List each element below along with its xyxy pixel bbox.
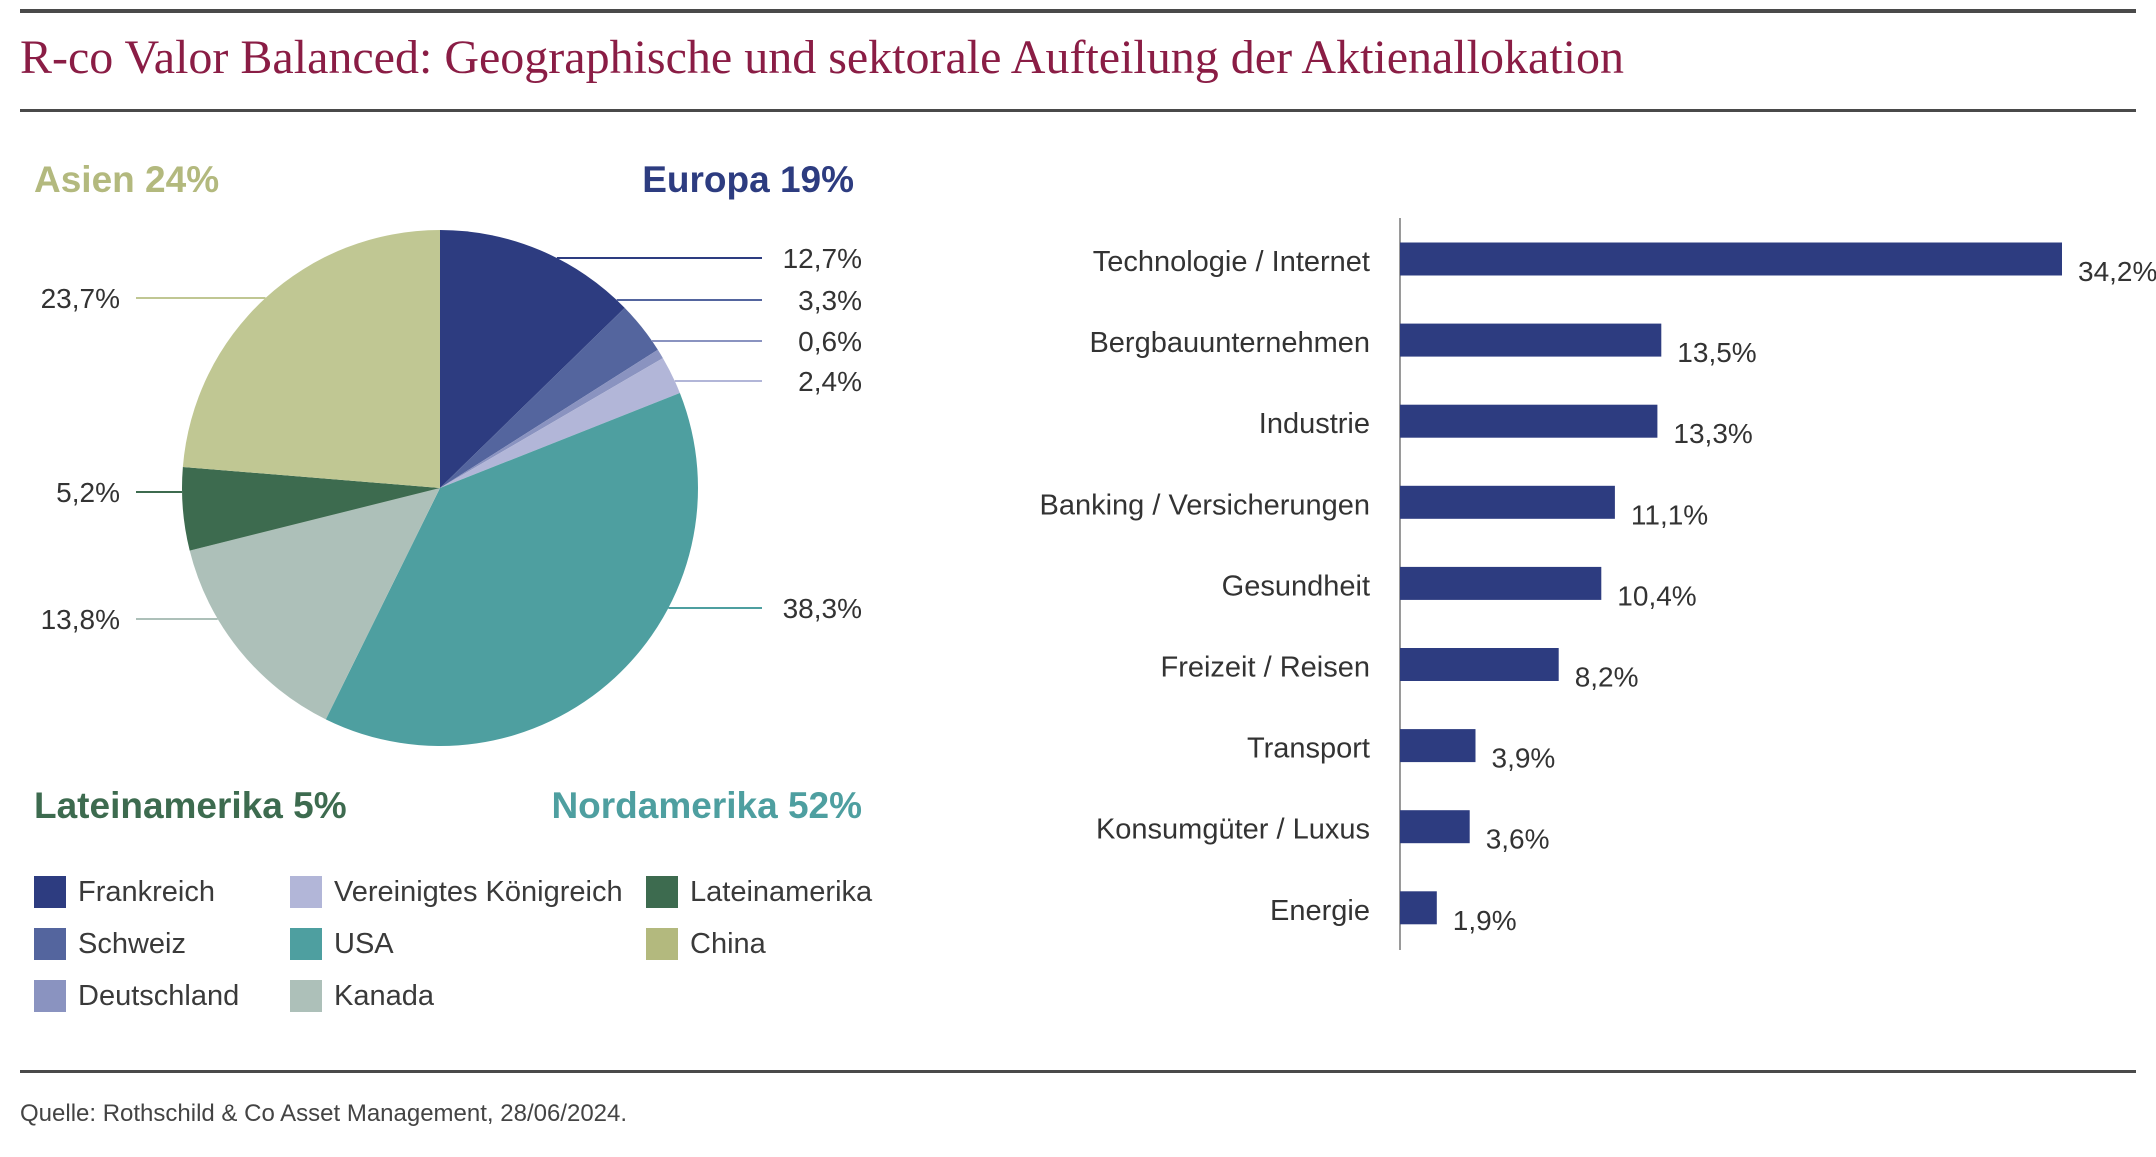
page-title: R-co Valor Balanced: Geographische und s… — [20, 31, 1624, 84]
pie-slice — [440, 358, 680, 488]
top-rule — [20, 9, 2136, 13]
legend-label: Vereinigtes Königreich — [334, 875, 623, 908]
bar — [1400, 648, 1559, 681]
bar — [1400, 404, 1658, 438]
pie-slice-label: 2,4% — [798, 366, 862, 397]
chart-canvas: 12,7% 3,3% 0,6% 2,4% 38,3% 13,8% 5,2% 23,7% Asie… — [34, 159, 2156, 950]
legend-swatch — [646, 876, 678, 908]
bar-category-label: Freizeit / Reisen — [1160, 652, 1370, 684]
bottom-rule — [20, 1070, 2136, 1073]
legend-label: Schweiz — [78, 927, 186, 960]
pie-region-label: Europa 19% — [642, 159, 854, 200]
legend-label: China — [690, 927, 766, 960]
legend-label: Deutschland — [78, 979, 240, 1012]
legend-item: Vereinigtes Königreich — [290, 876, 646, 908]
legend-item: Deutschland — [34, 980, 290, 1012]
bar-category-label: Bergbauunternehmen — [1089, 327, 1370, 359]
pie-slice-label: 5,2% — [56, 477, 120, 508]
bar-value-label: 34,2% — [2078, 256, 2156, 287]
pie-slice-label: 3,3% — [798, 285, 862, 316]
pie-slice — [325, 393, 698, 746]
pie-slice — [440, 349, 663, 488]
legend-item: Frankreich — [34, 876, 290, 908]
legend-swatch — [34, 980, 66, 1012]
legend-item: Kanada — [290, 980, 646, 1012]
pie-slice — [440, 307, 658, 488]
legend-label: USA — [334, 927, 394, 960]
bar-category-label: Technologie / Internet — [1093, 246, 1370, 278]
bar-value-label: 11,1% — [1631, 499, 1708, 530]
pie-slice-label: 13,8% — [41, 604, 120, 635]
bar — [1400, 485, 1615, 519]
pie-slice-label: 0,6% — [798, 326, 862, 357]
bar — [1400, 729, 1476, 763]
bar — [1400, 242, 2062, 276]
legend-swatch — [290, 876, 322, 908]
pie-legend: Frankreich Vereinigtes Königreich Lateinam… — [34, 876, 934, 1012]
legend-swatch — [646, 928, 678, 960]
bar-value-label: 10,4% — [1617, 580, 1696, 611]
bar-category-label: Konsumgüter / Luxus — [1096, 814, 1370, 846]
bar — [1400, 323, 1662, 357]
bar-category-label: Gesundheit — [1222, 570, 1370, 602]
bar — [1400, 566, 1602, 600]
source-note: Quelle: Rothschild & Co Asset Management… — [20, 1100, 628, 1127]
bar-category-label: Transport — [1247, 733, 1370, 765]
title-rule — [20, 109, 2136, 112]
bar — [1400, 810, 1470, 844]
pie-slice — [182, 466, 441, 551]
bar-category-label: Industrie — [1259, 408, 1370, 440]
bar-value-label: 3,6% — [1486, 824, 1550, 855]
bar-value-label: 1,9% — [1453, 905, 1517, 936]
pie-slice — [440, 230, 625, 488]
bar — [1400, 891, 1437, 925]
bar-category-label: Banking / Versicherungen — [1040, 489, 1371, 521]
pie-region-label: Lateinamerika 5% — [34, 785, 347, 826]
bar-value-label: 13,3% — [1673, 418, 1752, 449]
legend-swatch — [290, 928, 322, 960]
legend-swatch — [34, 928, 66, 960]
pie-slice-label: 12,7% — [783, 243, 862, 274]
pie-region-label: Asien 24% — [34, 159, 219, 200]
legend-item: China — [646, 928, 886, 960]
pie-slice-label: 38,3% — [783, 593, 862, 624]
legend-label: Frankreich — [78, 875, 215, 908]
bar-chart: Technologie / Internet 34,2% Bergbauuntern… — [1040, 218, 2156, 950]
legend-item: Schweiz — [34, 928, 290, 960]
pie-chart: 12,7% 3,3% 0,6% 2,4% 38,3% 13,8% 5,2% 23,7% Asie… — [34, 159, 862, 826]
pie-slice — [182, 230, 441, 488]
pie-slice — [189, 488, 440, 720]
pie-slice-label: 23,7% — [41, 283, 120, 314]
legend-item: USA — [290, 928, 646, 960]
bar-category-label: Energie — [1270, 895, 1370, 927]
legend-swatch — [290, 980, 322, 1012]
legend-item: Lateinamerika — [646, 876, 886, 908]
pie-region-label: Nordamerika 52% — [551, 785, 862, 826]
legend-swatch — [34, 876, 66, 908]
bar-value-label: 3,9% — [1492, 743, 1556, 774]
legend-label: Kanada — [334, 979, 434, 1012]
bar-value-label: 8,2% — [1575, 662, 1639, 693]
bar-value-label: 13,5% — [1677, 337, 1756, 368]
legend-label: Lateinamerika — [690, 875, 873, 908]
